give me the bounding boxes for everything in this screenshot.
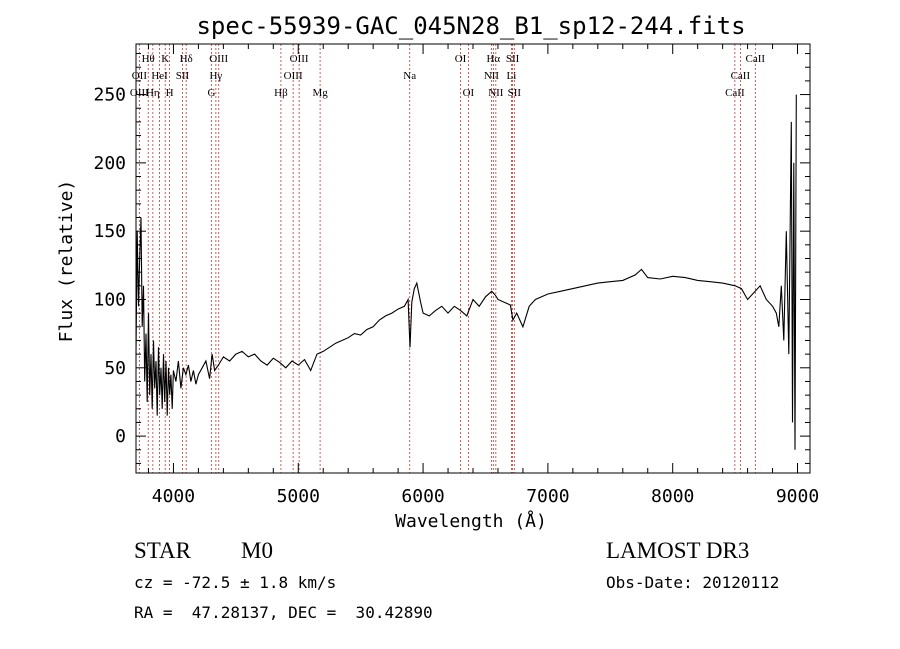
object-class: STAR xyxy=(134,538,191,563)
survey-name: LAMOST DR3 xyxy=(606,538,750,563)
x-tick-label: 6000 xyxy=(401,486,444,507)
y-tick-label: 100 xyxy=(93,289,126,310)
x-tick-label: 9000 xyxy=(776,486,819,507)
spectral-line-label: Hη xyxy=(146,87,160,99)
y-tick-label: 0 xyxy=(115,426,126,447)
spectral-line-label: OIII xyxy=(290,53,309,65)
y-tick-label: 200 xyxy=(93,153,126,174)
spectral-line-label: NII xyxy=(484,70,500,82)
x-tick-label: 4000 xyxy=(152,486,195,507)
x-tick-label: 7000 xyxy=(526,486,569,507)
spectral-line-label: G xyxy=(208,87,216,99)
y-axis-ticks: 0 50 100 150 200 250 xyxy=(93,53,810,464)
spectral-line-label: K xyxy=(161,53,169,65)
plot-frame xyxy=(135,43,811,474)
spectral-line-label: NII xyxy=(488,87,504,99)
spectrum-line xyxy=(135,94,797,450)
spectral-line-label: SII xyxy=(508,87,522,99)
chart-title: spec-55939-GAC_045N28_B1_sp12-244.fits xyxy=(196,12,745,40)
spectral-line-label: Hθ xyxy=(142,53,155,65)
spectral-line-label: OIII xyxy=(284,70,303,82)
spectral-line-labels: Hθ K Hδ OIII OIII OI Hα SII CaII OII HeI SII Hγ OIII N… xyxy=(130,53,766,99)
object-subclass: M0 xyxy=(241,538,273,563)
observation-date: Obs-Date: 20120112 xyxy=(606,573,780,592)
redshift-velocity: cz = -72.5 ± 1.8 km/s xyxy=(134,573,337,592)
spectral-line-label: Na xyxy=(403,70,416,82)
spectral-line-label: CaII xyxy=(731,70,751,82)
spectral-line-label: SII xyxy=(176,70,190,82)
spectral-line-label: CaII xyxy=(746,53,766,65)
spectral-line-label: Hδ xyxy=(180,53,193,65)
spectral-line-label: OII xyxy=(132,70,148,82)
x-axis-label: Wavelength (Å) xyxy=(395,510,547,532)
spectral-line-label: OI xyxy=(463,87,475,99)
y-axis-label: Flux (relative) xyxy=(56,180,77,343)
spectral-line-label: Li xyxy=(507,70,517,82)
spectral-line-markers xyxy=(138,44,756,473)
spectral-line-label: SII xyxy=(506,53,520,65)
spectral-line-label: OI xyxy=(455,53,467,65)
x-tick-label: 8000 xyxy=(651,486,694,507)
spectral-line-label: CaII xyxy=(725,87,745,99)
y-tick-label: 250 xyxy=(93,85,126,106)
spectral-line-label: OIII xyxy=(209,53,228,65)
spectral-line-label: HeI xyxy=(151,70,168,82)
spectral-line-label: Hγ xyxy=(209,70,222,82)
spectral-line-label: Hβ xyxy=(274,87,288,99)
x-axis-ticks: 4000 5000 6000 7000 8000 9000 xyxy=(147,44,819,507)
spectral-line-label: Hα xyxy=(486,53,500,65)
spectral-line-label: Mg xyxy=(312,87,328,99)
spectral-line-label: H xyxy=(166,87,174,99)
y-tick-label: 150 xyxy=(93,221,126,242)
x-tick-label: 5000 xyxy=(277,486,320,507)
spectral-line-label: OIII xyxy=(130,87,149,99)
y-tick-label: 50 xyxy=(104,358,126,379)
coordinates: RA = 47.28137, DEC = 30.42890 xyxy=(134,603,433,622)
